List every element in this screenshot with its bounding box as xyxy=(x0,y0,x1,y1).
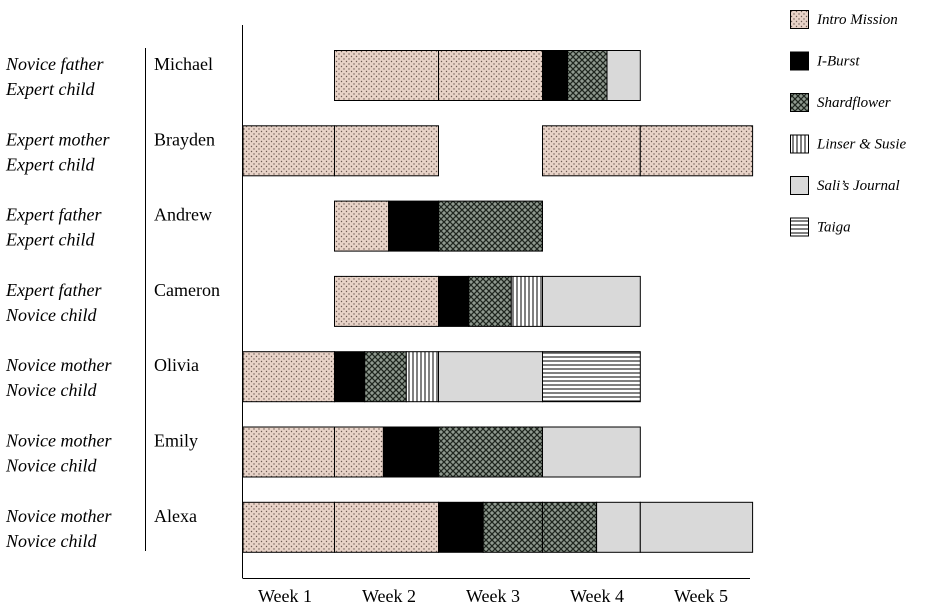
legend-label: Shardflower xyxy=(817,95,891,111)
bar-segment xyxy=(510,275,543,327)
legend-item: Sali’s Journal xyxy=(790,176,900,195)
bar-segment xyxy=(542,351,641,403)
legend-label: Intro Mission xyxy=(816,12,898,28)
bar-segment xyxy=(405,351,439,403)
bar-segment xyxy=(334,426,384,478)
participant-name: Olivia xyxy=(154,355,199,375)
timeline-row: Novice father Expert child Michael xyxy=(5,50,641,101)
timeline-row: Expert father Novice child Cameron xyxy=(5,275,641,327)
participant-name: Andrew xyxy=(154,205,212,225)
bar-segment xyxy=(596,501,641,553)
bar-segment xyxy=(334,200,390,252)
bar-segment xyxy=(542,50,568,101)
x-tick-label: Week 1 xyxy=(258,586,312,603)
group-label-line2: Novice child xyxy=(5,380,97,400)
bar-segment xyxy=(438,200,543,252)
legend-swatch xyxy=(790,93,809,112)
participant-name: Alexa xyxy=(154,506,197,526)
bar-segment xyxy=(438,426,543,478)
group-label-line1: Novice father xyxy=(5,54,104,74)
bar-segment xyxy=(334,351,366,403)
legend: Intro Mission I-Burst Shardflower Linser & … xyxy=(790,10,907,237)
timeline-row: Novice mother Novice child Olivia xyxy=(5,351,641,403)
bar-segment xyxy=(242,501,335,553)
legend-item: I-Burst xyxy=(790,51,860,71)
bar-segment xyxy=(334,125,439,177)
legend-label: Linser & Susie xyxy=(816,137,907,153)
bar-segment xyxy=(542,275,641,327)
legend-swatch xyxy=(790,51,809,71)
timeline-row: Novice mother Novice child Alexa xyxy=(5,501,754,553)
legend-label: I-Burst xyxy=(816,54,860,70)
bar-segment xyxy=(438,50,543,101)
x-tick-label: Week 3 xyxy=(466,586,520,603)
x-tick-labels: Week 1 Week 2 Week 3 Week 4 Week 5 xyxy=(258,586,728,603)
x-tick-label: Week 4 xyxy=(570,586,624,603)
timeline-row: Expert mother Expert child Brayden xyxy=(5,125,754,177)
bar-segment xyxy=(388,200,440,252)
participant-name: Brayden xyxy=(154,129,215,149)
bar-segment xyxy=(567,50,608,101)
group-label-line1: Expert mother xyxy=(5,129,110,149)
bar-segment xyxy=(482,501,544,553)
participant-name: Cameron xyxy=(154,280,220,300)
legend-swatch xyxy=(790,176,809,195)
legend-item: Taiga xyxy=(790,217,851,237)
group-label-line2: Expert child xyxy=(5,79,95,99)
legend-label: Sali’s Journal xyxy=(817,178,900,194)
bar-segment xyxy=(334,50,439,101)
bar-segment xyxy=(242,426,335,478)
bar-segment xyxy=(639,501,754,553)
x-tick-label: Week 2 xyxy=(362,586,416,603)
legend-label: Taiga xyxy=(817,220,851,236)
bar-segment xyxy=(542,501,598,553)
rows-layer: Novice father Expert child Michael Expert m… xyxy=(5,50,754,553)
group-label-line2: Novice child xyxy=(5,531,97,551)
bar-segment xyxy=(364,351,407,403)
x-tick-label: Week 5 xyxy=(674,586,728,603)
bar-segment xyxy=(438,275,470,327)
participant-name: Emily xyxy=(154,431,198,451)
group-label-line1: Expert father xyxy=(5,280,102,300)
bar-segment xyxy=(242,351,335,403)
group-label-line2: Expert child xyxy=(5,154,95,174)
group-label-line1: Novice mother xyxy=(5,355,112,375)
bar-segment xyxy=(334,501,439,553)
group-label-line1: Novice mother xyxy=(5,506,112,526)
bar-segment xyxy=(639,125,754,177)
group-label-line2: Novice child xyxy=(5,305,97,325)
timeline-row: Novice mother Novice child Emily xyxy=(5,426,641,478)
bar-segment xyxy=(382,426,439,478)
bar-segment xyxy=(334,275,439,327)
bar-segment xyxy=(242,125,335,177)
legend-item: Intro Mission xyxy=(790,10,898,29)
bar-segment xyxy=(438,501,484,553)
bar-segment xyxy=(438,351,543,403)
group-label-line2: Novice child xyxy=(5,456,97,476)
legend-swatch xyxy=(790,10,809,29)
bar-segment xyxy=(468,275,512,327)
bar-segment xyxy=(542,426,641,478)
participant-name: Michael xyxy=(154,54,213,74)
group-label-line1: Expert father xyxy=(5,205,102,225)
bar-segment xyxy=(606,50,641,101)
legend-swatch xyxy=(790,217,809,237)
legend-item: Linser & Susie xyxy=(790,134,907,154)
group-label-line1: Novice mother xyxy=(5,431,112,451)
bar-segment xyxy=(542,125,641,177)
timeline-row: Expert father Expert child Andrew xyxy=(5,200,543,252)
legend-item: Shardflower xyxy=(790,93,891,112)
legend-swatch xyxy=(790,134,809,154)
group-label-line2: Expert child xyxy=(5,230,95,250)
